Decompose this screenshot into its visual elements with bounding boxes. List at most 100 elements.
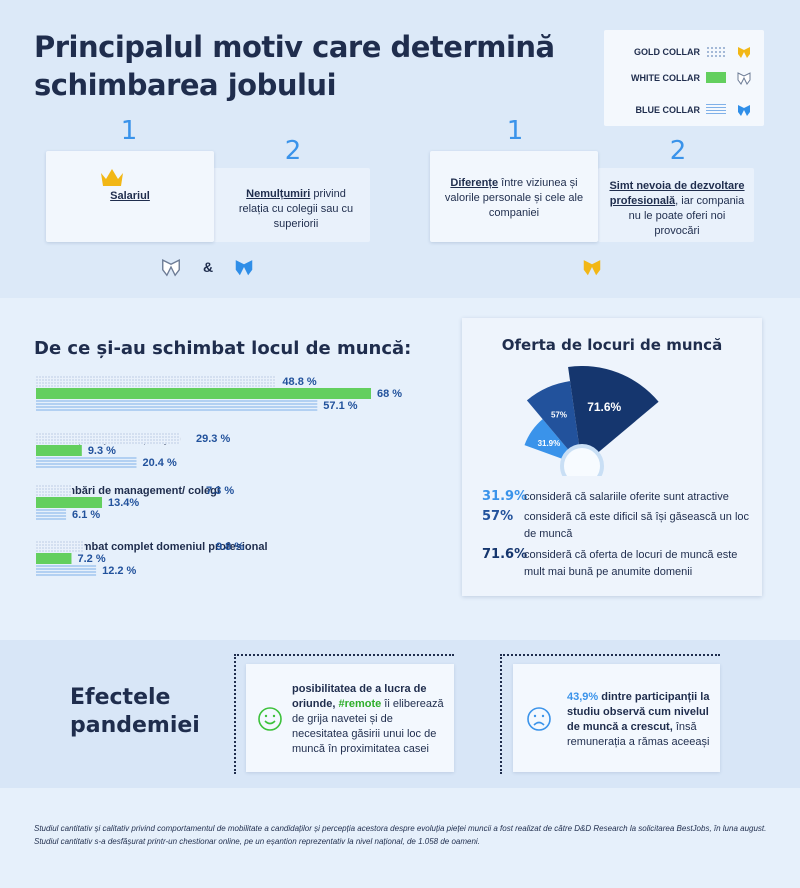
bar-gold-dot: [144, 439, 146, 441]
bar-gold-dot: [204, 382, 206, 384]
reason-text-1-right: Diferențe între viziunea și valorile per…: [444, 176, 584, 221]
bar-gold-dot: [258, 379, 260, 381]
bar-gold-dot: [48, 541, 50, 543]
bar-gold-dot: [108, 385, 110, 387]
bar-gold-dot: [147, 439, 149, 441]
bar-gold-dot: [183, 385, 185, 387]
rank-1-left: 1: [120, 116, 138, 146]
bar-gold-dot: [57, 550, 59, 552]
bar-gold-dot: [57, 488, 59, 490]
bar-gold-dot: [48, 488, 50, 490]
collar-legend: GOLD COLLAR WHITE COLLAR BLUE COLLAR: [604, 30, 764, 126]
bar-gold-dot: [171, 442, 173, 444]
bar-gold-dot: [75, 550, 77, 552]
bar-gold-dot: [42, 436, 44, 438]
bar-gold-dot: [93, 376, 95, 378]
bar-gold-dot: [228, 382, 230, 384]
bar-gold-dot: [45, 382, 47, 384]
bar-gold-dot: [219, 385, 221, 387]
bar-value-label: 9.3 %: [88, 445, 116, 457]
bar-gold-dot: [39, 485, 41, 487]
bar-gold-dot: [78, 439, 80, 441]
bar-gold-dot: [165, 439, 167, 441]
bar-gold-dot: [240, 382, 242, 384]
reason-rest-1-right: între viziunea și valorile personale și …: [444, 177, 584, 219]
pandemic-card-remote-text: posibilitatea de a lucra de oriunde, #re…: [292, 682, 448, 757]
bar-gold-dot: [69, 544, 71, 546]
bar-gold-dot: [45, 544, 47, 546]
bar-gold-dot: [36, 385, 38, 387]
bar-gold-dot: [162, 379, 164, 381]
bar-gold-dot: [120, 379, 122, 381]
bar-gold-dot: [93, 433, 95, 435]
bar-gold-dot: [51, 442, 53, 444]
gold-collar-icon: [583, 260, 601, 276]
bar-gold-dot: [36, 382, 38, 384]
bar-gold-dot: [270, 382, 272, 384]
legend-swatch-gold: [706, 46, 726, 57]
bar-gold-dot: [57, 436, 59, 438]
bar-gold-dot: [228, 379, 230, 381]
bar-gold-dot: [138, 379, 140, 381]
bar-gold-dot: [120, 436, 122, 438]
bar-gold-dot: [63, 385, 65, 387]
bar-gold-dot: [105, 385, 107, 387]
bar-gold-dot: [195, 382, 197, 384]
bar-gold-dot: [243, 382, 245, 384]
bar-gold-dot: [39, 491, 41, 493]
pandemic-title: Efectele pandemiei: [70, 685, 200, 738]
bar-gold-dot: [192, 385, 194, 387]
bar-gold-dot: [114, 385, 116, 387]
bar-gold-dot: [150, 439, 152, 441]
bar-gold-dot: [60, 547, 62, 549]
bar-gold-dot: [69, 382, 71, 384]
bar-gold-dot: [54, 436, 56, 438]
bar-gold-dot: [150, 382, 152, 384]
bar-gold-dot: [102, 376, 104, 378]
bar-gold-dot: [240, 385, 242, 387]
legend-label-gold: GOLD COLLAR: [634, 47, 700, 57]
bar-gold-dot: [69, 439, 71, 441]
bar-gold-dot: [78, 442, 80, 444]
bar-gold-dot: [207, 379, 209, 381]
legend-row-gold: GOLD COLLAR: [604, 42, 764, 62]
reason-card-2-right: Simt nevoia de dezvoltare profesională, …: [598, 168, 754, 242]
workload-text-a: dintre participanții la studiu observă c…: [567, 691, 710, 733]
bar-gold-dot: [153, 433, 155, 435]
bar-gold-dot: [168, 376, 170, 378]
bar-gold-dot: [177, 385, 179, 387]
bar-gold-dot: [165, 376, 167, 378]
bar-gold-dot: [87, 376, 89, 378]
bar-gold-dot: [204, 376, 206, 378]
bar-gold-dot: [90, 436, 92, 438]
bar-gold-dot: [144, 379, 146, 381]
bar-gold-dot: [150, 376, 152, 378]
bar-gold-dot: [72, 379, 74, 381]
bar-gold-dot: [141, 439, 143, 441]
bar-gold-dot: [153, 382, 155, 384]
bar-gold-dot: [117, 376, 119, 378]
bar-gold-dot: [117, 439, 119, 441]
bar-gold-dot: [264, 379, 266, 381]
bar-gold-dot: [222, 376, 224, 378]
bar-gold-dot: [96, 439, 98, 441]
bar-gold-dot: [39, 439, 41, 441]
bar-gold-dot: [117, 436, 119, 438]
bar-gold-dot: [42, 382, 44, 384]
bar-gold-dot: [36, 494, 38, 496]
bar-gold-dot: [45, 491, 47, 493]
bar-gold-dot: [63, 547, 65, 549]
bar-gold-dot: [57, 376, 59, 378]
bar-gold-dot: [141, 442, 143, 444]
bar-gold-dot: [63, 541, 65, 543]
bar-gold-dot: [54, 494, 56, 496]
bar-gold-dot: [36, 439, 38, 441]
bar-gold-dot: [138, 436, 140, 438]
bar-gold-dot: [84, 382, 86, 384]
bar-gold-dot: [120, 433, 122, 435]
bar-gold-dot: [81, 544, 83, 546]
bar-gold-dot: [264, 382, 266, 384]
bar-gold-dot: [75, 541, 77, 543]
ampersand: &: [203, 259, 214, 275]
bar-gold-dot: [84, 436, 86, 438]
